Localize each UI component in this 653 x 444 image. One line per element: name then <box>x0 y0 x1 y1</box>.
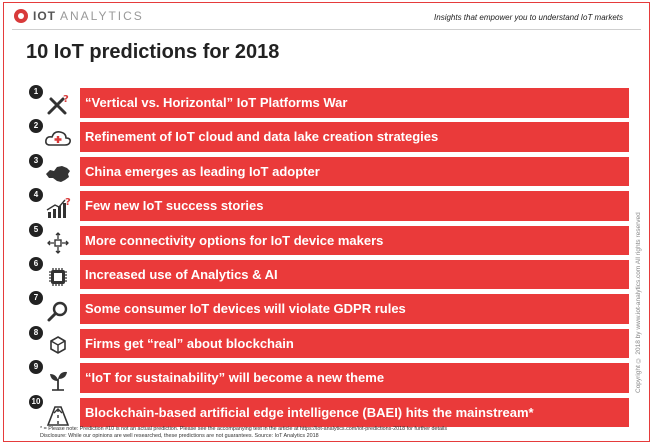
prediction-number: 7 <box>29 291 43 306</box>
prediction-number: 10 <box>29 394 43 409</box>
prediction-label: Refinement of IoT cloud and data lake cr… <box>80 122 629 152</box>
blockchain-icon <box>36 333 80 359</box>
prediction-row: 5 More connectivity options for IoT devi… <box>26 222 629 257</box>
prediction-row: 10 Blockchain-based artificial edge inte… <box>26 394 629 429</box>
swords-question-icon: ? <box>36 92 80 118</box>
prediction-number: 3 <box>29 153 43 168</box>
prediction-row: 9 “IoT for sustainability” will become a… <box>26 360 629 394</box>
prediction-row: 1 ? “Vertical vs. Horizontal” IoT Platfo… <box>26 85 629 119</box>
logo-iot-text: IOT <box>33 9 56 23</box>
svg-text:?: ? <box>65 197 71 208</box>
prediction-label: More connectivity options for IoT device… <box>80 225 629 256</box>
china-map-icon <box>36 161 80 187</box>
logo-analytics-text: ANALYTICS <box>60 9 144 23</box>
copyright-text: Copyright © 2018 by www.iot-analytics.co… <box>635 212 642 393</box>
prediction-number: 5 <box>29 222 43 237</box>
footnote: * = Please note: Prediction #10 is not a… <box>40 426 447 439</box>
header-divider <box>12 29 641 30</box>
connectivity-icon <box>36 230 80 256</box>
prediction-row: 8 Firms get “real” about blockchain <box>26 325 629 360</box>
prediction-row: 3 China emerges as leading IoT adopter <box>26 153 629 188</box>
prediction-number: 6 <box>29 256 43 271</box>
road-icon <box>36 402 80 428</box>
prediction-number: 2 <box>29 119 43 134</box>
cloud-icon <box>36 126 80 152</box>
magnifier-icon <box>36 298 80 324</box>
svg-text:?: ? <box>63 94 69 105</box>
logo-mark-icon <box>14 9 28 23</box>
prediction-label: Some consumer IoT devices will violate G… <box>80 294 629 324</box>
prediction-row: 4 ? Few new IoT success stories <box>26 188 629 222</box>
chip-icon <box>36 264 80 290</box>
tagline: Insights that empower you to understand … <box>434 13 623 22</box>
prediction-label: “Vertical vs. Horizontal” IoT Platforms … <box>80 88 629 118</box>
page-title: 10 IoT predictions for 2018 <box>26 41 280 63</box>
prediction-number: 9 <box>29 360 43 375</box>
footnote-note: * = Please note: Prediction #10 is not a… <box>40 426 448 432</box>
logo: IOT ANALYTICS <box>14 9 144 23</box>
prediction-label: China emerges as leading IoT adopter <box>80 156 629 187</box>
prediction-row: 6 Increased use of Analytics & AI <box>26 256 629 291</box>
footnote-disclosure: Disclosure: While our opinions are well … <box>40 432 319 439</box>
slide: IOT ANALYTICS Insights that empower you … <box>3 2 650 442</box>
prediction-row: 7 Some consumer IoT devices will violate… <box>26 291 629 325</box>
prediction-row: 2 Refinement of IoT cloud and data lake … <box>26 119 629 153</box>
prediction-number: 8 <box>29 325 43 340</box>
prediction-label: Few new IoT success stories <box>80 191 629 221</box>
prediction-number: 1 <box>29 85 43 99</box>
header: IOT ANALYTICS Insights that empower you … <box>4 3 649 29</box>
prediction-label: Increased use of Analytics & AI <box>80 259 629 290</box>
prediction-label: “IoT for sustainability” will become a n… <box>80 363 629 393</box>
prediction-label: Blockchain-based artificial edge intelli… <box>80 397 629 428</box>
predictions-list: 1 ? “Vertical vs. Horizontal” IoT Platfo… <box>26 85 629 429</box>
prediction-number: 4 <box>29 188 43 203</box>
chart-question-icon: ? <box>36 195 80 221</box>
prediction-label: Firms get “real” about blockchain <box>80 328 629 359</box>
plant-icon <box>36 367 80 393</box>
